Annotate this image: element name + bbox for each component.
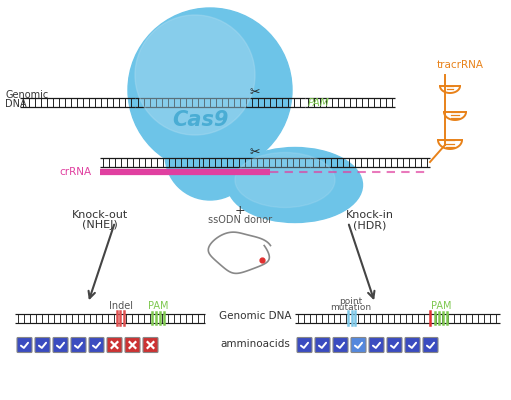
Text: crRNA: crRNA xyxy=(60,167,92,177)
Ellipse shape xyxy=(227,148,362,222)
Text: +: + xyxy=(235,204,245,216)
Circle shape xyxy=(165,110,255,200)
Text: point: point xyxy=(339,298,363,306)
Text: Indel: Indel xyxy=(109,301,133,311)
FancyBboxPatch shape xyxy=(333,338,348,352)
FancyBboxPatch shape xyxy=(17,338,32,352)
Text: ✂: ✂ xyxy=(250,146,260,160)
FancyBboxPatch shape xyxy=(369,338,384,352)
FancyBboxPatch shape xyxy=(53,338,68,352)
FancyBboxPatch shape xyxy=(387,338,402,352)
FancyBboxPatch shape xyxy=(35,338,50,352)
Text: Genomic: Genomic xyxy=(5,90,48,100)
FancyBboxPatch shape xyxy=(125,338,140,352)
FancyBboxPatch shape xyxy=(143,338,158,352)
Text: PAM: PAM xyxy=(431,301,451,311)
Text: Cas9: Cas9 xyxy=(172,110,228,130)
Text: mutation: mutation xyxy=(331,304,371,312)
FancyBboxPatch shape xyxy=(297,338,312,352)
FancyBboxPatch shape xyxy=(89,338,104,352)
Text: ssODN donor: ssODN donor xyxy=(208,215,272,225)
FancyBboxPatch shape xyxy=(351,338,366,352)
FancyBboxPatch shape xyxy=(405,338,420,352)
Text: PAM: PAM xyxy=(148,301,168,311)
Ellipse shape xyxy=(235,152,335,208)
Text: DNA: DNA xyxy=(5,99,27,109)
FancyBboxPatch shape xyxy=(107,338,122,352)
Text: tracrRNA: tracrRNA xyxy=(436,60,483,70)
Text: (HDR): (HDR) xyxy=(353,220,387,230)
Circle shape xyxy=(135,15,255,135)
Text: amminoacids: amminoacids xyxy=(220,339,290,349)
Circle shape xyxy=(128,8,292,172)
FancyBboxPatch shape xyxy=(315,338,330,352)
Text: Genomic DNA: Genomic DNA xyxy=(219,311,291,321)
Text: (NHEJ): (NHEJ) xyxy=(82,220,118,230)
Text: Knock-in: Knock-in xyxy=(346,210,394,220)
Text: Knock-out: Knock-out xyxy=(72,210,128,220)
Text: ✂: ✂ xyxy=(250,86,260,98)
FancyBboxPatch shape xyxy=(71,338,86,352)
Text: PAM: PAM xyxy=(308,98,330,108)
FancyBboxPatch shape xyxy=(423,338,438,352)
